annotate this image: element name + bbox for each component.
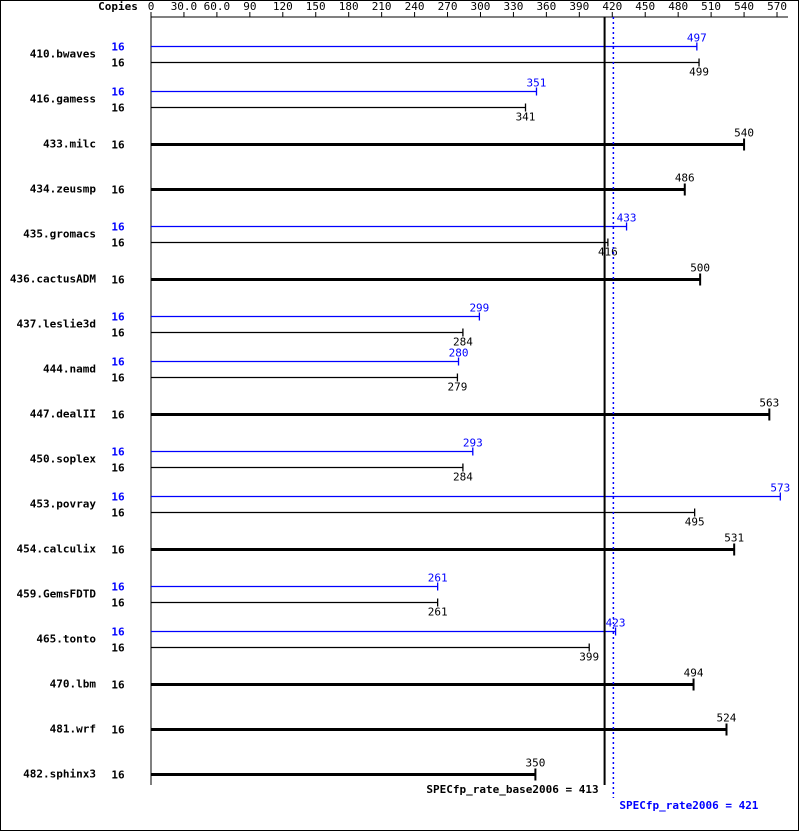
svg-text:284: 284 [453,471,473,484]
svg-text:16: 16 [111,642,125,655]
svg-text:60.0: 60.0 [204,0,231,13]
svg-text:16: 16 [111,544,125,557]
svg-text:433: 433 [617,212,637,225]
svg-text:16: 16 [111,462,125,475]
benchmark-label: 444.namd [43,363,96,376]
svg-text:16: 16 [111,237,125,250]
svg-text:563: 563 [759,397,779,410]
svg-text:210: 210 [372,0,392,13]
svg-text:573: 573 [770,482,790,495]
svg-text:486: 486 [675,172,695,185]
svg-text:120: 120 [273,0,293,13]
svg-text:16: 16 [111,597,125,610]
benchmark-label: 481.wrf [50,723,96,736]
benchmark-label: 465.tonto [36,633,96,646]
svg-text:150: 150 [306,0,326,13]
svg-text:16: 16 [111,139,125,152]
svg-text:416: 416 [598,246,618,259]
svg-text:524: 524 [717,712,737,725]
svg-text:330: 330 [503,0,523,13]
svg-text:90: 90 [243,0,256,13]
svg-text:16: 16 [111,327,125,340]
svg-text:16: 16 [111,274,125,287]
svg-text:450: 450 [635,0,655,13]
svg-text:360: 360 [536,0,556,13]
svg-text:293: 293 [463,437,483,450]
svg-text:495: 495 [685,516,705,529]
benchmark-label: 436.cactusADM [10,273,96,286]
svg-text:16: 16 [111,679,125,692]
benchmark-label: 433.milc [43,138,96,151]
svg-text:280: 280 [449,347,469,360]
svg-text:423: 423 [606,617,626,630]
svg-text:16: 16 [111,446,125,459]
svg-text:16: 16 [111,311,125,324]
benchmark-label: 435.gromacs [23,228,96,241]
benchmark-label: 470.lbm [50,678,97,691]
svg-text:SPECfp_rate2006 = 421: SPECfp_rate2006 = 421 [619,799,758,812]
benchmark-label: 453.povray [30,498,97,511]
svg-text:16: 16 [111,184,125,197]
benchmark-label: 416.gamess [30,93,96,106]
svg-text:16: 16 [111,769,125,782]
chart-svg: 0 30.0 60.0 90 120 150 180 210 240 270 300 330 360 39… [0,0,799,831]
svg-text:30.0: 30.0 [171,0,198,13]
svg-text:497: 497 [687,32,707,45]
svg-text:0: 0 [148,0,155,13]
svg-text:16: 16 [111,102,125,115]
svg-text:399: 399 [579,651,599,664]
svg-text:261: 261 [428,572,448,585]
svg-text:300: 300 [471,0,491,13]
svg-text:341: 341 [516,111,536,124]
svg-text:570: 570 [767,0,787,13]
svg-text:351: 351 [527,77,547,90]
svg-text:16: 16 [111,372,125,385]
benchmark-label: 410.bwaves [30,48,96,61]
svg-text:180: 180 [339,0,359,13]
svg-text:16: 16 [111,356,125,369]
benchmark-label: 437.leslie3d [17,318,96,331]
specfp-benchmark-chart: 0 30.0 60.0 90 120 150 180 210 240 270 300 330 360 39… [0,0,799,831]
benchmark-label: 450.soplex [30,453,97,466]
svg-text:299: 299 [469,302,489,315]
svg-text:390: 390 [569,0,589,13]
svg-text:16: 16 [111,409,125,422]
svg-text:531: 531 [724,532,744,545]
benchmark-label: 454.calculix [17,543,97,556]
svg-text:16: 16 [111,57,125,70]
svg-text:16: 16 [111,221,125,234]
svg-text:261: 261 [428,606,448,619]
svg-text:16: 16 [111,41,125,54]
svg-text:16: 16 [111,724,125,737]
benchmark-label: 434.zeusmp [30,183,97,196]
svg-text:494: 494 [684,667,704,680]
svg-text:480: 480 [668,0,688,13]
svg-text:16: 16 [111,86,125,99]
benchmark-label: 459.GemsFDTD [17,588,97,601]
svg-text:499: 499 [689,66,709,79]
svg-text:16: 16 [111,507,125,520]
svg-text:SPECfp_rate_base2006 = 413: SPECfp_rate_base2006 = 413 [426,783,598,796]
benchmark-label: 447.dealII [30,408,96,421]
svg-text:240: 240 [405,0,425,13]
svg-text:540: 540 [734,0,754,13]
svg-text:16: 16 [111,581,125,594]
svg-text:270: 270 [438,0,458,13]
benchmark-label: 482.sphinx3 [23,768,96,781]
svg-text:Copies: Copies [98,0,138,13]
svg-text:500: 500 [690,262,710,275]
svg-text:350: 350 [525,757,545,770]
svg-text:16: 16 [111,491,125,504]
svg-text:540: 540 [734,127,754,140]
svg-text:420: 420 [602,0,622,13]
svg-text:279: 279 [447,381,467,394]
svg-text:510: 510 [701,0,721,13]
svg-text:16: 16 [111,626,125,639]
